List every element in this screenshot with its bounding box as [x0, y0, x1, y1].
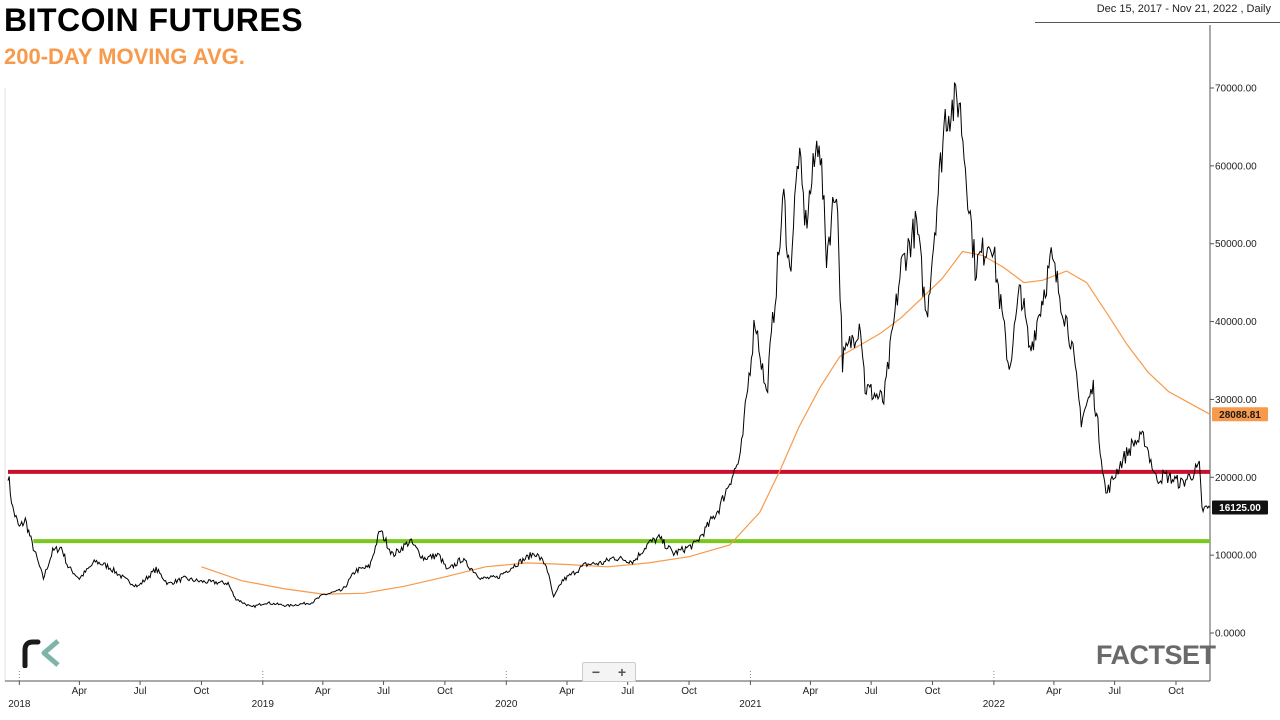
x-tick-label: Oct [681, 686, 697, 697]
ma-last-value-label-box [1212, 407, 1268, 422]
x-tick-label: 2018 [8, 699, 31, 710]
date-range-divider [1035, 22, 1280, 23]
x-tick-label: 2022 [983, 699, 1006, 710]
price-last-value-label-box [1212, 500, 1268, 515]
y-tick-label: 50000.00 [1215, 239, 1257, 250]
value-labels: 28088.81 16125.00 [1212, 407, 1268, 515]
rk-logo-icon [22, 638, 62, 673]
price-last-value-label: 16125.00 [1219, 503, 1261, 514]
chart-subtitle: 200-DAY MOVING AVG. [4, 44, 245, 69]
x-tick-label: Oct [194, 686, 210, 697]
y-tick-label: 70000.00 [1215, 84, 1257, 95]
x-tick-label: 2021 [739, 699, 762, 710]
x-tick-label: Oct [437, 686, 453, 697]
ma-last-value-label: 28088.81 [1219, 410, 1261, 421]
price-series-line [7, 82, 1211, 609]
chart-title: BITCOIN FUTURES [4, 2, 304, 38]
y-tick-label: 0.0000 [1215, 629, 1246, 640]
x-tick-label: Jul [1108, 686, 1121, 697]
x-tick-label: Apr [315, 686, 331, 697]
y-tick-label: 30000.00 [1215, 395, 1257, 406]
x-tick-label: Apr [559, 686, 575, 697]
y-tick-label: 20000.00 [1215, 473, 1257, 484]
zoom-controls: − + [582, 662, 636, 682]
x-tick-label: 2019 [252, 699, 275, 710]
x-tick-label: Apr [72, 686, 88, 697]
x-tick-label: Jul [621, 686, 634, 697]
y-tick-label: 10000.00 [1215, 551, 1257, 562]
x-tick-label: Apr [803, 686, 819, 697]
factset-logo: FACTSET [1096, 640, 1216, 670]
zoom-in-button[interactable]: + [617, 664, 627, 680]
moving-average-line [201, 250, 1211, 595]
chart-lines [7, 82, 1211, 609]
x-tick-label: Apr [1046, 686, 1062, 697]
x-tick-label: Oct [925, 686, 941, 697]
zoom-out-button[interactable]: − [591, 664, 601, 680]
y-tick-label: 40000.00 [1215, 317, 1257, 328]
x-tick-label: 2020 [495, 699, 518, 710]
chart-axes: 70000.00 60000.00 50000.00 40000.00 30000.00… [4, 25, 1257, 710]
y-tick-label: 60000.00 [1215, 161, 1257, 172]
x-tick-label: Oct [1168, 686, 1184, 697]
x-tick-label: Jul [865, 686, 878, 697]
x-tick-label: Jul [377, 686, 390, 697]
date-range-label[interactable]: Dec 15, 2017 - Nov 21, 2022 , Daily [1096, 3, 1271, 15]
x-tick-label: Jul [134, 686, 147, 697]
